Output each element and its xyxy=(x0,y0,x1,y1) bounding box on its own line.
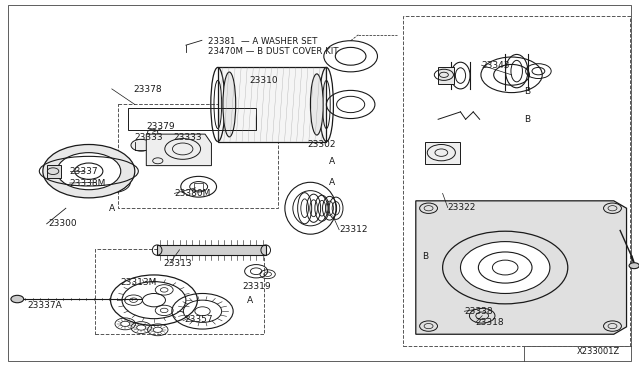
Text: 23338M: 23338M xyxy=(70,179,106,187)
Text: 23322: 23322 xyxy=(448,203,476,212)
Circle shape xyxy=(469,308,495,323)
Text: A: A xyxy=(247,296,253,305)
Text: B: B xyxy=(524,115,531,124)
Text: 23302: 23302 xyxy=(307,140,336,149)
Text: 23312: 23312 xyxy=(339,225,367,234)
Ellipse shape xyxy=(310,74,323,135)
Circle shape xyxy=(57,153,121,190)
Bar xyxy=(403,16,630,346)
Text: X233001Z: X233001Z xyxy=(577,347,620,356)
Polygon shape xyxy=(147,134,211,166)
Polygon shape xyxy=(416,201,627,334)
Text: A: A xyxy=(109,204,115,213)
Text: 23313M: 23313M xyxy=(121,278,157,287)
Polygon shape xyxy=(426,141,461,164)
Text: 23337: 23337 xyxy=(70,167,99,176)
Text: 23313: 23313 xyxy=(164,259,192,267)
Bar xyxy=(194,183,203,190)
Circle shape xyxy=(461,241,550,294)
Polygon shape xyxy=(438,67,454,84)
Bar xyxy=(157,245,266,254)
Text: 23343: 23343 xyxy=(481,61,510,70)
Circle shape xyxy=(131,139,152,151)
Text: A: A xyxy=(329,157,335,166)
Circle shape xyxy=(163,139,183,151)
Text: B: B xyxy=(524,87,531,96)
Text: 23380M: 23380M xyxy=(174,189,211,198)
Text: 23357: 23357 xyxy=(184,315,213,324)
Bar xyxy=(129,108,256,131)
Text: 23319: 23319 xyxy=(242,282,271,291)
Text: 23381  — A WASHER SET: 23381 — A WASHER SET xyxy=(208,37,317,46)
Text: 23378: 23378 xyxy=(134,85,162,94)
Circle shape xyxy=(11,295,24,303)
Text: 23470M — B DUST COVER KIT: 23470M — B DUST COVER KIT xyxy=(208,47,339,56)
Circle shape xyxy=(43,144,135,198)
Text: 23379: 23379 xyxy=(147,122,175,131)
Text: 23337A: 23337A xyxy=(28,301,62,310)
Text: 23300: 23300 xyxy=(49,219,77,228)
Ellipse shape xyxy=(223,72,236,137)
Circle shape xyxy=(629,263,639,269)
Text: A: A xyxy=(329,178,335,187)
Text: 23333: 23333 xyxy=(173,132,202,142)
Text: 23310: 23310 xyxy=(250,76,278,85)
Text: 23338: 23338 xyxy=(465,307,493,316)
Bar xyxy=(218,67,326,141)
Text: B: B xyxy=(422,252,428,261)
Circle shape xyxy=(443,231,568,304)
Text: 23333: 23333 xyxy=(135,132,163,142)
Polygon shape xyxy=(47,164,61,178)
Bar xyxy=(95,249,264,334)
Text: 23318: 23318 xyxy=(476,318,504,327)
